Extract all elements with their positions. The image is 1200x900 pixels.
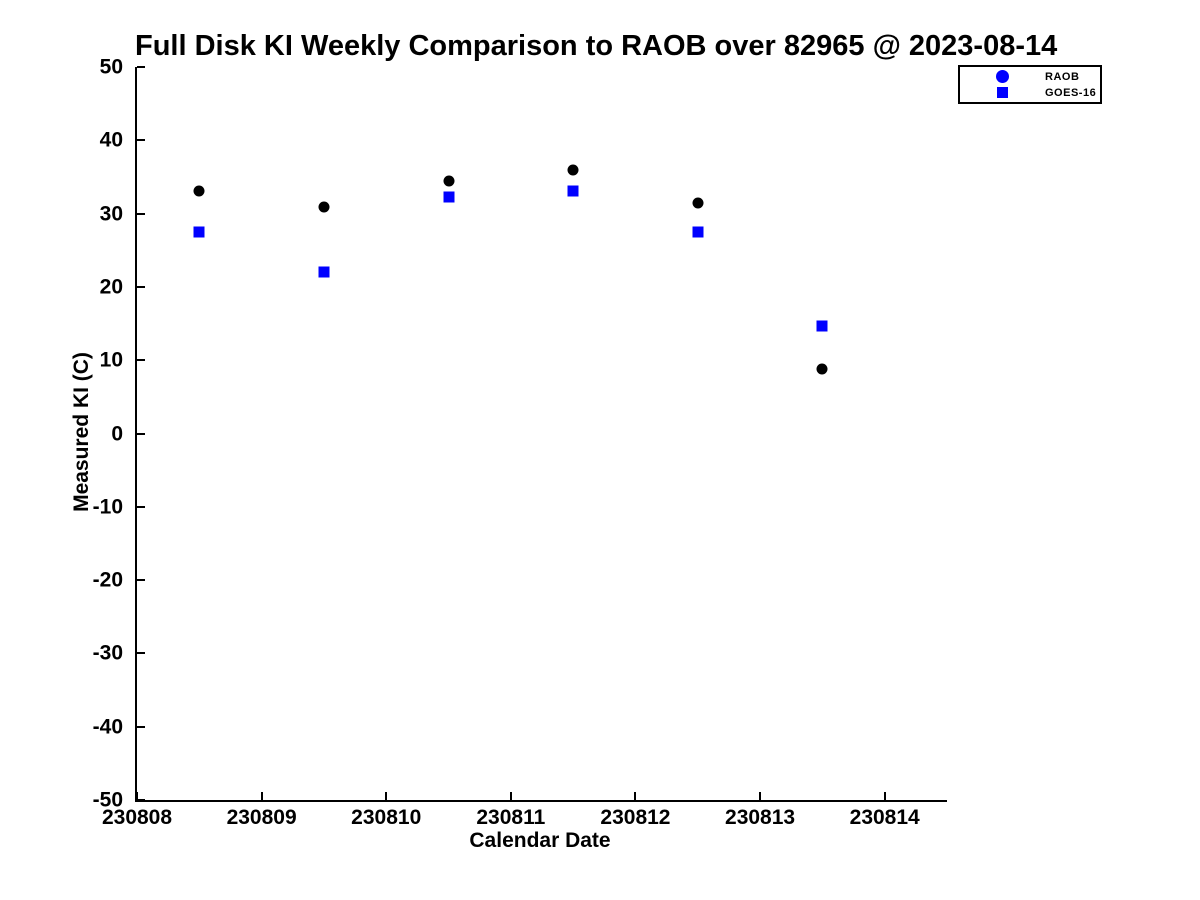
x-tick-label: 230808 bbox=[101, 806, 173, 829]
data-point-goes16 bbox=[816, 320, 828, 332]
legend-item-goes16: GOES-16 bbox=[960, 85, 1100, 101]
plot-area: 230808 230809 230810 230811 230812 230813 2308… bbox=[93, 57, 947, 828]
legend-label-goes16: GOES-16 bbox=[1045, 86, 1097, 99]
x-tick bbox=[136, 792, 138, 800]
y-tick-label: -40 bbox=[92, 715, 123, 739]
y-tick bbox=[137, 285, 145, 288]
legend-marker-cell bbox=[960, 70, 1045, 83]
legend-label-raob: RAOB bbox=[1045, 70, 1080, 83]
raob-circle-marker-icon bbox=[996, 70, 1009, 83]
y-tick bbox=[137, 212, 145, 215]
y-tick bbox=[137, 725, 145, 728]
x-tick bbox=[883, 792, 886, 800]
x-tick bbox=[634, 792, 637, 800]
y-tick-label: 0 bbox=[111, 422, 123, 445]
data-point-raob bbox=[692, 197, 704, 209]
data-point-raob bbox=[193, 185, 205, 197]
y-tick-label: 10 bbox=[99, 348, 123, 372]
y-tick-label: 20 bbox=[99, 275, 123, 299]
x-tick-label: 230811 bbox=[476, 806, 546, 829]
y-tick bbox=[137, 799, 145, 801]
data-point-goes16 bbox=[443, 191, 455, 203]
data-point-goes16 bbox=[692, 226, 704, 238]
y-tick bbox=[137, 139, 145, 142]
data-point-goes16 bbox=[567, 185, 579, 197]
legend-item-raob: RAOB bbox=[960, 69, 1100, 85]
y-tick bbox=[137, 432, 145, 435]
y-tick-label: -20 bbox=[92, 568, 123, 592]
legend-marker-cell bbox=[960, 87, 1045, 98]
data-point-raob bbox=[816, 363, 828, 375]
y-tick bbox=[137, 652, 145, 655]
y-tick-label: 50 bbox=[99, 55, 123, 79]
x-tick-label: 230810 bbox=[351, 806, 422, 829]
data-point-raob bbox=[318, 201, 330, 213]
y-tick bbox=[137, 505, 145, 508]
y-tick-label: 40 bbox=[99, 128, 123, 152]
x-tick-label: 230813 bbox=[725, 806, 796, 829]
data-point-goes16 bbox=[318, 266, 330, 277]
data-point-raob bbox=[567, 164, 579, 176]
chart-title: Full Disk KI Weekly Comparison to RAOB o… bbox=[135, 30, 1058, 62]
data-point-goes16 bbox=[193, 226, 205, 238]
data-point-raob bbox=[443, 175, 455, 187]
x-tick bbox=[509, 792, 512, 800]
x-tick-label: 230814 bbox=[849, 806, 920, 829]
x-axis-label: Calendar Date bbox=[469, 829, 611, 852]
y-tick-label: 30 bbox=[99, 202, 123, 226]
x-tick bbox=[385, 792, 388, 800]
y-tick bbox=[137, 579, 145, 582]
goes16-square-marker-icon bbox=[997, 87, 1008, 98]
y-tick-label: -30 bbox=[92, 641, 123, 665]
y-tick-label: -10 bbox=[92, 495, 123, 519]
legend: RAOB GOES-16 bbox=[958, 65, 1102, 104]
x-tick-label: 230809 bbox=[226, 806, 297, 829]
y-tick bbox=[137, 359, 145, 362]
y-tick bbox=[137, 66, 145, 68]
x-tick bbox=[759, 792, 762, 800]
y-tick-label: -50 bbox=[92, 788, 123, 812]
x-tick-label: 230812 bbox=[600, 806, 671, 829]
x-tick bbox=[260, 792, 263, 800]
